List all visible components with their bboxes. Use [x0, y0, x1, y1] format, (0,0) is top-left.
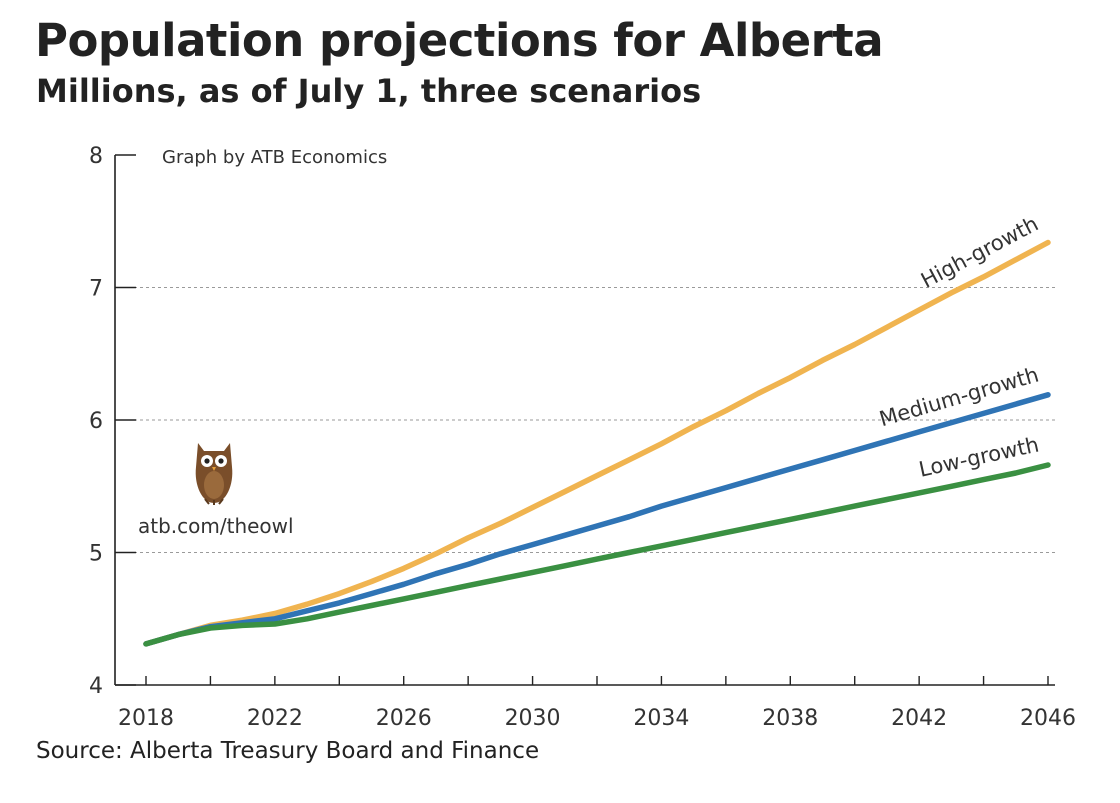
x-tick-label: 2046 [1020, 706, 1076, 731]
y-tick-label: 5 [89, 542, 103, 567]
series-line-medium-growth [143, 392, 1051, 647]
y-tick-label: 4 [89, 674, 103, 699]
chart-subtitle: Millions, as of July 1, three scenarios [36, 72, 702, 110]
credit-text: Graph by ATB Economics [162, 147, 387, 168]
x-tick-label: 2034 [633, 706, 689, 731]
x-tick-label: 2018 [118, 706, 174, 731]
series-line-high-growth [143, 239, 1051, 647]
y-tick-label: 6 [89, 409, 103, 434]
grid-lines [116, 287, 1055, 553]
x-tick-label: 2042 [891, 706, 947, 731]
series-lines [143, 239, 1051, 647]
source-note: Source: Alberta Treasury Board and Finan… [36, 738, 540, 764]
x-tick-label: 2022 [247, 706, 303, 731]
chart-title: Population projections for Alberta [35, 14, 884, 67]
owl-icon [195, 443, 233, 505]
series-line-low-growth [143, 462, 1051, 647]
y-tick-label: 7 [89, 277, 103, 302]
tick-labels: 4 5 6 7 8 2018 2022 2026 2030 2034 2038 2042 2046 [89, 144, 1076, 731]
branding-url: atb.com/theowl [138, 514, 294, 538]
x-tick-label: 2038 [762, 706, 818, 731]
x-tick-label: 2026 [376, 706, 432, 731]
x-tick-label: 2030 [505, 706, 561, 731]
series-label-low-growth: Low-growth [917, 432, 1041, 481]
y-tick-label: 8 [89, 144, 103, 169]
axes [114, 154, 1055, 686]
